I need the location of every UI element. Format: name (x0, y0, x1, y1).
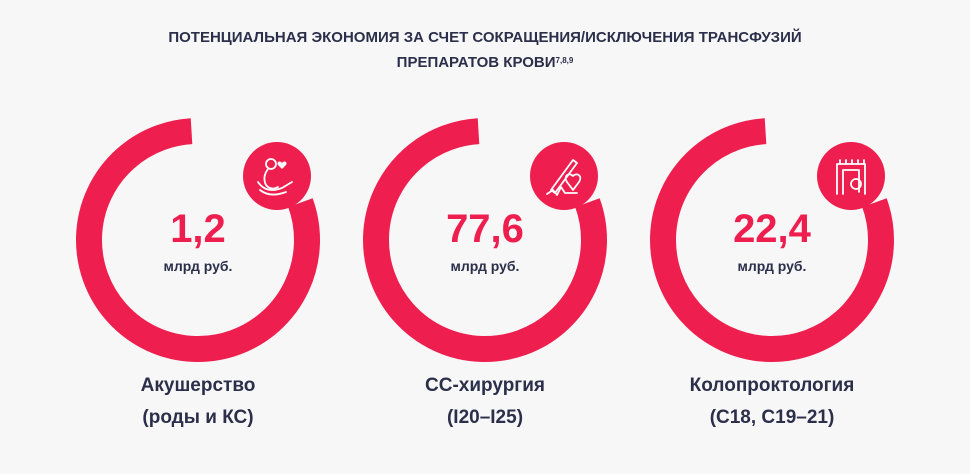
ring-chart: 77,6 млрд руб. (355, 110, 615, 370)
card-sublabel: (роды и КС) (142, 407, 254, 428)
title-line-2: ПРЕПАРАТОВ КРОВИ7,8,9 (0, 50, 970, 75)
ring-chart: 1,2 млрд руб. (68, 110, 328, 370)
title-line-2-text: ПРЕПАРАТОВ КРОВИ (396, 54, 556, 71)
title-line-1: ПОТЕНЦИАЛЬНАЯ ЭКОНОМИЯ ЗА СЧЕТ СОКРАЩЕНИ… (168, 29, 802, 46)
value-unit: млрд руб. (737, 258, 807, 274)
ring-graphic (76, 118, 320, 362)
card-label: Колопроктология (689, 375, 855, 396)
page-title: ПОТЕНЦИАЛЬНАЯ ЭКОНОМИЯ ЗА СЧЕТ СОКРАЩЕНИ… (0, 25, 970, 75)
value-amount: 22,4 (733, 207, 811, 251)
title-references: 7,8,9 (555, 56, 574, 65)
card-sublabel: (C18, C19–21) (709, 407, 835, 428)
value-amount: 77,6 (446, 207, 524, 251)
card-sublabel: (I20–I25) (446, 407, 524, 428)
value-unit: млрд руб. (163, 258, 233, 274)
value-unit: млрд руб. (450, 258, 520, 274)
ring-chart: 22,4 млрд руб. (642, 110, 902, 370)
pregnancy-hands-icon (257, 158, 293, 196)
card-label: СС-хирургия (425, 375, 545, 396)
scalpel-heart-icon (546, 159, 582, 196)
ring-graphic (650, 118, 894, 362)
card-label: Акушерство (140, 375, 256, 396)
colon-icon (836, 159, 866, 195)
value-amount: 1,2 (170, 207, 226, 251)
